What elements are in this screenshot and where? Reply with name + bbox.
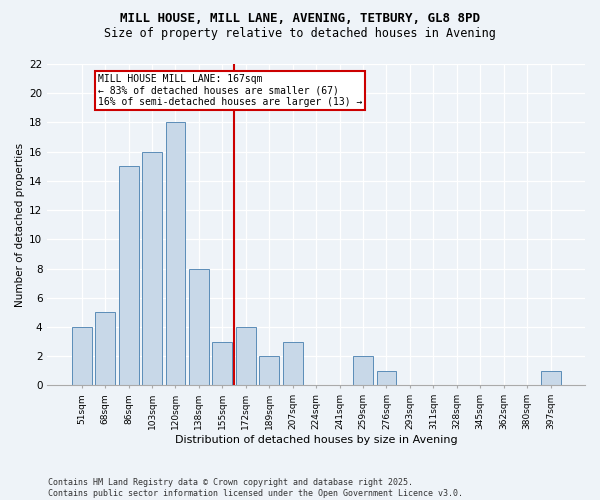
Bar [72,327,92,386]
Bar [95,312,115,386]
Text: Contains HM Land Registry data © Crown copyright and database right 2025.
Contai: Contains HM Land Registry data © Crown c… [48,478,463,498]
Y-axis label: Number of detached properties: Number of detached properties [15,142,25,307]
Text: Size of property relative to detached houses in Avening: Size of property relative to detached ho… [104,28,496,40]
Bar [283,342,302,386]
Text: MILL HOUSE MILL LANE: 167sqm
← 83% of detached houses are smaller (67)
16% of se: MILL HOUSE MILL LANE: 167sqm ← 83% of de… [98,74,362,108]
Bar [353,356,373,386]
Bar [212,342,232,386]
Bar [236,327,256,386]
Bar [189,268,209,386]
Bar [541,371,560,386]
Bar [377,371,397,386]
Bar [142,152,162,386]
Text: MILL HOUSE, MILL LANE, AVENING, TETBURY, GL8 8PD: MILL HOUSE, MILL LANE, AVENING, TETBURY,… [120,12,480,26]
X-axis label: Distribution of detached houses by size in Avening: Distribution of detached houses by size … [175,435,457,445]
Bar [259,356,279,386]
Bar [166,122,185,386]
Bar [119,166,139,386]
